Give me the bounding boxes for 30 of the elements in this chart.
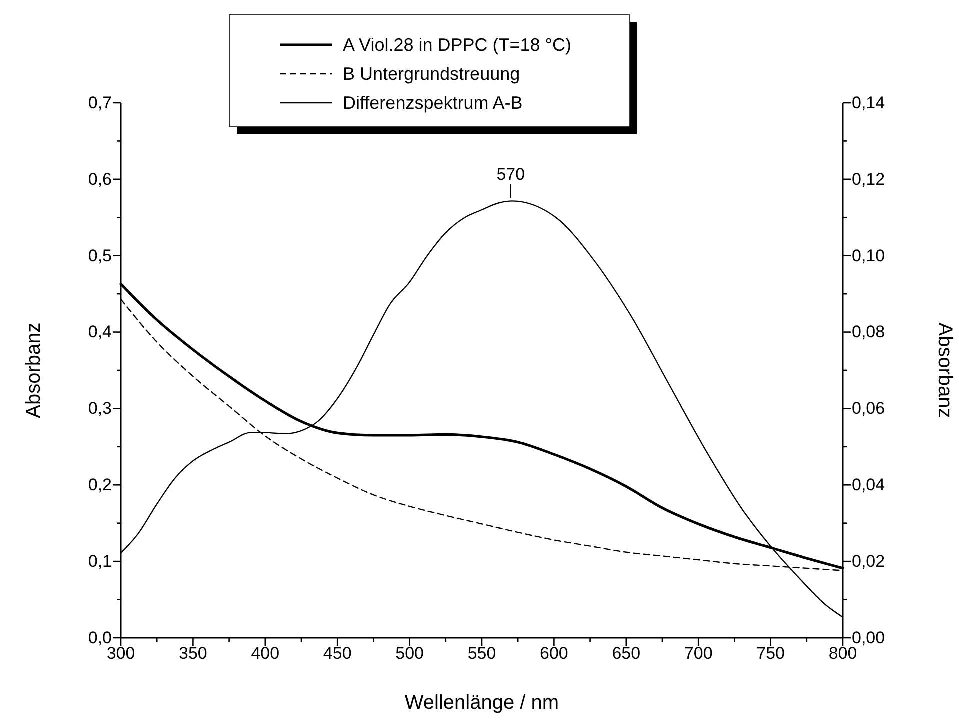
y-tick-label: 0,2: [88, 476, 112, 495]
y2-axis-title: Absorbanz: [934, 322, 956, 418]
y2-tick-label: 0,04: [852, 476, 886, 495]
x-tick-label: 650: [612, 644, 641, 664]
x-tick-label: 750: [756, 644, 785, 664]
x-tick-label: 400: [251, 644, 280, 664]
y2-tick-label: 0,14: [852, 93, 886, 112]
legend-label: A Viol.28 in DPPC (T=18 °C): [343, 35, 572, 55]
x-tick-label: 450: [323, 644, 352, 664]
x-axis-title: Wellenlänge / nm: [404, 692, 560, 714]
y-tick-label: 0,7: [88, 93, 112, 112]
legend-label: B Untergrundstreuung: [343, 64, 520, 84]
y2-tick-label: 0,02: [852, 552, 886, 572]
annotation: 570: [496, 165, 526, 184]
y-tick-label: 0,5: [88, 246, 112, 266]
x-tick-label: 700: [684, 644, 713, 664]
y2-tick-label: 0,10: [852, 246, 886, 266]
y2-tick-label: 0,06: [852, 399, 886, 418]
x-tick-label: 600: [540, 644, 568, 664]
x-tick-label: 500: [396, 644, 424, 664]
y2-tick-label: 0,12: [852, 170, 886, 189]
y-tick-label: 0,3: [88, 399, 112, 418]
x-tick-label: 350: [179, 644, 208, 664]
y-tick-label: 0,4: [88, 322, 112, 342]
y-tick-label: 0,6: [88, 170, 112, 189]
y-tick-label: 0,1: [88, 552, 112, 572]
x-tick-label: 550: [468, 644, 496, 664]
y2-tick-label: 0,08: [852, 322, 886, 342]
y-axis-title: Absorbanz: [23, 322, 45, 418]
legend-label: Differenzspektrum A-B: [343, 93, 523, 113]
